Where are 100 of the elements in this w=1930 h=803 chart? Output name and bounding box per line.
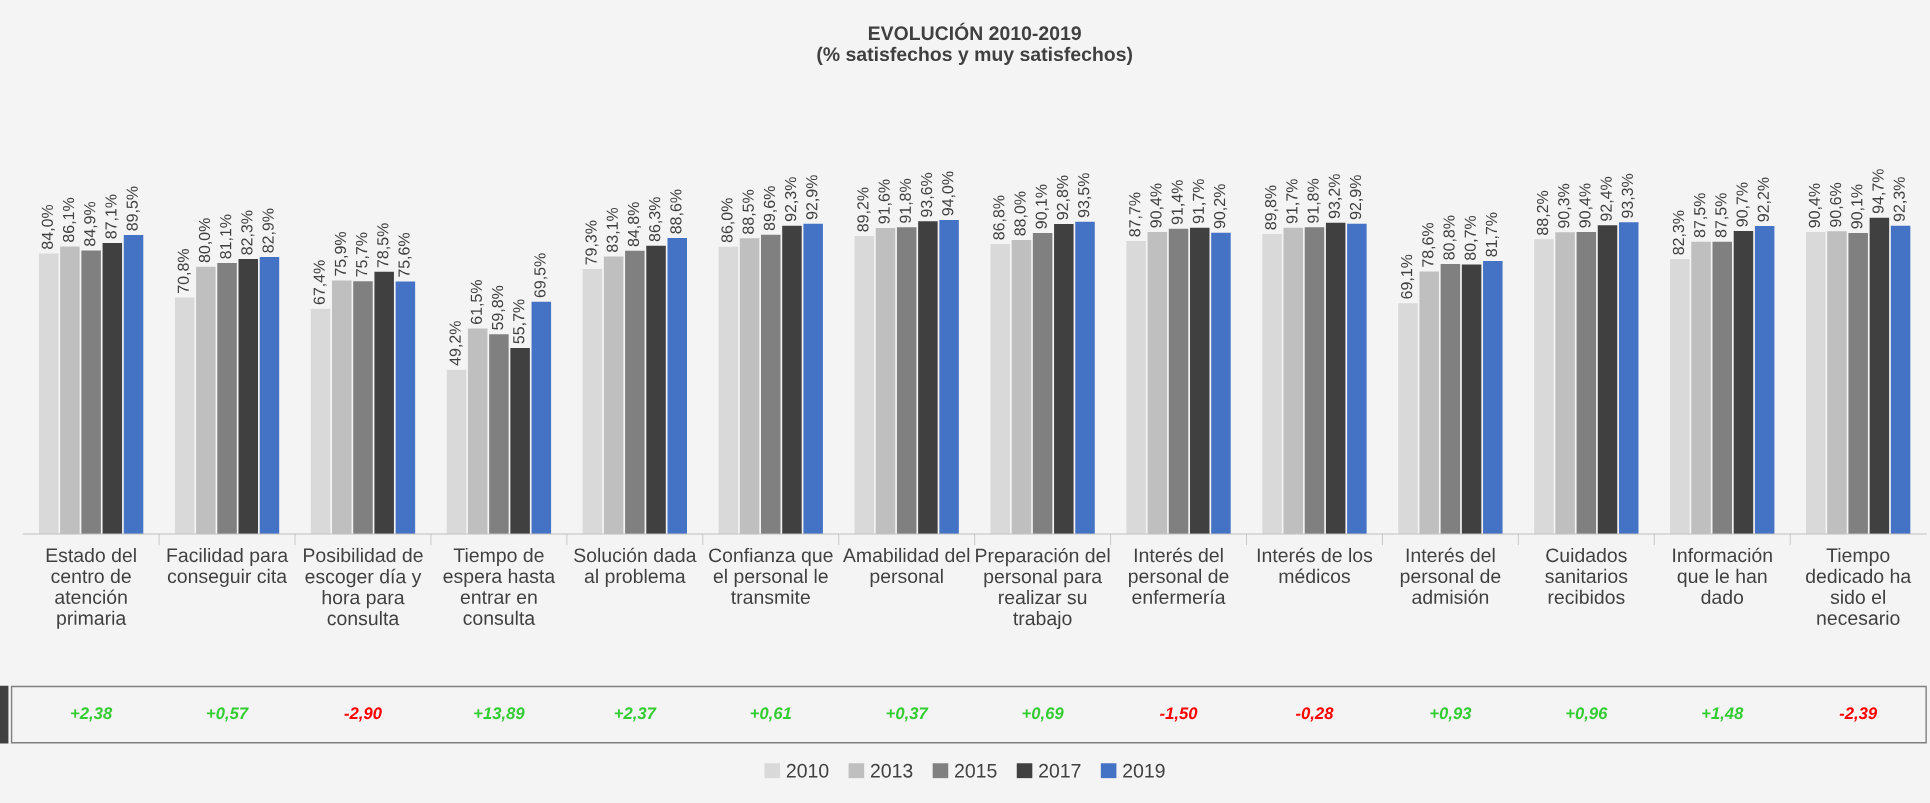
bar <box>1398 303 1418 534</box>
bar <box>1890 225 1911 534</box>
bar <box>510 347 530 534</box>
bar <box>918 221 938 534</box>
data-label: 70,8% <box>177 248 191 293</box>
bar <box>718 246 739 534</box>
bar <box>1670 259 1690 534</box>
bar <box>1168 228 1189 534</box>
data-label: 91,8% <box>1307 178 1321 223</box>
data-label: 93,2% <box>1328 174 1342 219</box>
data-label: 84,0% <box>41 204 55 249</box>
text: +0,37 <box>886 707 929 722</box>
text: -2,39 <box>1839 707 1878 722</box>
bar <box>1461 264 1482 534</box>
data-label: 89,8% <box>1265 185 1279 230</box>
data-label: 83,1% <box>606 207 620 252</box>
data-label: 81,1% <box>220 214 234 259</box>
bar <box>1618 222 1639 534</box>
x-tick-label: Facilidad para conseguir cita <box>167 547 289 587</box>
data-label: 90,6% <box>1829 182 1844 227</box>
x-tick-label: Interés del personal de enfermería <box>1128 547 1229 605</box>
data-label: 91,6% <box>878 179 892 224</box>
bar <box>531 301 552 534</box>
data-label: 86,0% <box>721 198 735 243</box>
bar <box>939 220 959 534</box>
data-label: 94,0% <box>942 171 956 216</box>
text: +2,38 <box>71 707 113 722</box>
data-label: 75,6% <box>398 232 412 277</box>
data-label: 79,3% <box>585 220 599 265</box>
bar <box>1733 231 1754 534</box>
data-label: 86,8% <box>993 195 1007 240</box>
data-label: 81,7% <box>1485 212 1499 257</box>
data-label: 69,1% <box>1400 254 1415 299</box>
data-label: 49,2% <box>449 321 463 366</box>
data-label: 90,4% <box>1808 183 1822 228</box>
data-label: 88,2% <box>1536 190 1551 235</box>
bar <box>1262 234 1282 534</box>
bar <box>1576 232 1597 534</box>
data-label: 61,5% <box>470 280 484 324</box>
bar <box>1304 227 1325 534</box>
bar <box>1754 226 1775 534</box>
data-label: 90,7% <box>1736 182 1750 227</box>
data-label: 94,7% <box>1872 169 1886 214</box>
data-label: 92,3% <box>1893 177 1907 222</box>
legend-label: 2019 <box>1123 763 1165 778</box>
data-label: 78,6% <box>1422 222 1436 267</box>
data-label: 82,3% <box>1672 210 1687 255</box>
data-label: 92,9% <box>806 175 820 220</box>
bar <box>1712 241 1732 534</box>
data-label: 78,5% <box>377 223 391 268</box>
bar <box>102 243 123 534</box>
bar <box>1211 232 1231 534</box>
x-tick-label: Preparación del personal para realizar su trabajo <box>976 547 1110 630</box>
data-label: 80,0% <box>198 218 213 263</box>
x-tick-label: Confianza que el personal le transmite <box>709 547 833 605</box>
x-tick-label: Tiempo dedicado ha sido el necesario <box>1806 547 1912 625</box>
x-tick-label: Tiempo de espera hasta entrar en consulta <box>443 547 556 625</box>
data-label: 92,2% <box>1757 177 1771 222</box>
legend-label: 2013 <box>870 763 913 778</box>
x-tick-label: Amabilidad del personal <box>842 547 970 587</box>
bar <box>1054 224 1074 534</box>
data-label: 92,8% <box>1056 175 1070 220</box>
bar <box>1325 222 1346 534</box>
bar <box>1126 241 1146 534</box>
text: -0,28 <box>1295 707 1334 722</box>
text: -1,50 <box>1160 707 1198 722</box>
bar <box>310 308 331 534</box>
data-label: 80,8% <box>1443 215 1457 260</box>
text: -2,90 <box>344 707 382 722</box>
data-label: 91,4% <box>1171 180 1185 225</box>
data-label: 55,7% <box>513 299 527 344</box>
bar <box>854 236 875 534</box>
data-label: 86,1% <box>62 197 77 242</box>
x-tick-label: Interés del personal de admisión <box>1400 547 1501 605</box>
data-label: 91,7% <box>1286 179 1300 224</box>
bar <box>646 245 666 534</box>
data-label: 90,1% <box>1035 184 1049 229</box>
bar <box>374 271 394 534</box>
x-tick-label: Cuidados sanitarios recibidos <box>1545 547 1628 605</box>
text: +0,93 <box>1430 707 1472 722</box>
data-label: 84,9% <box>84 201 98 246</box>
data-label: 93,5% <box>1078 173 1092 218</box>
bar <box>489 334 509 534</box>
bar <box>38 253 59 534</box>
data-label: 75,7% <box>356 232 370 277</box>
bar <box>1848 233 1868 534</box>
bar <box>803 223 823 534</box>
data-label: 86,3% <box>649 197 663 242</box>
data-label: 93,6% <box>920 172 935 217</box>
data-label: 82,3% <box>241 210 255 255</box>
data-label: 90,4% <box>1150 183 1164 228</box>
data-label: 90,2% <box>1213 184 1228 229</box>
bar <box>1032 233 1053 534</box>
data-label: 89,6% <box>763 186 777 231</box>
x-tick-label: Estado del centro de atención primaria <box>46 547 136 629</box>
bar <box>238 259 259 534</box>
data-label: 59,8% <box>491 285 506 330</box>
data-label: 84,8% <box>627 202 642 247</box>
data-label: 80,7% <box>1464 215 1478 260</box>
data-label: 87,7% <box>1129 192 1143 237</box>
